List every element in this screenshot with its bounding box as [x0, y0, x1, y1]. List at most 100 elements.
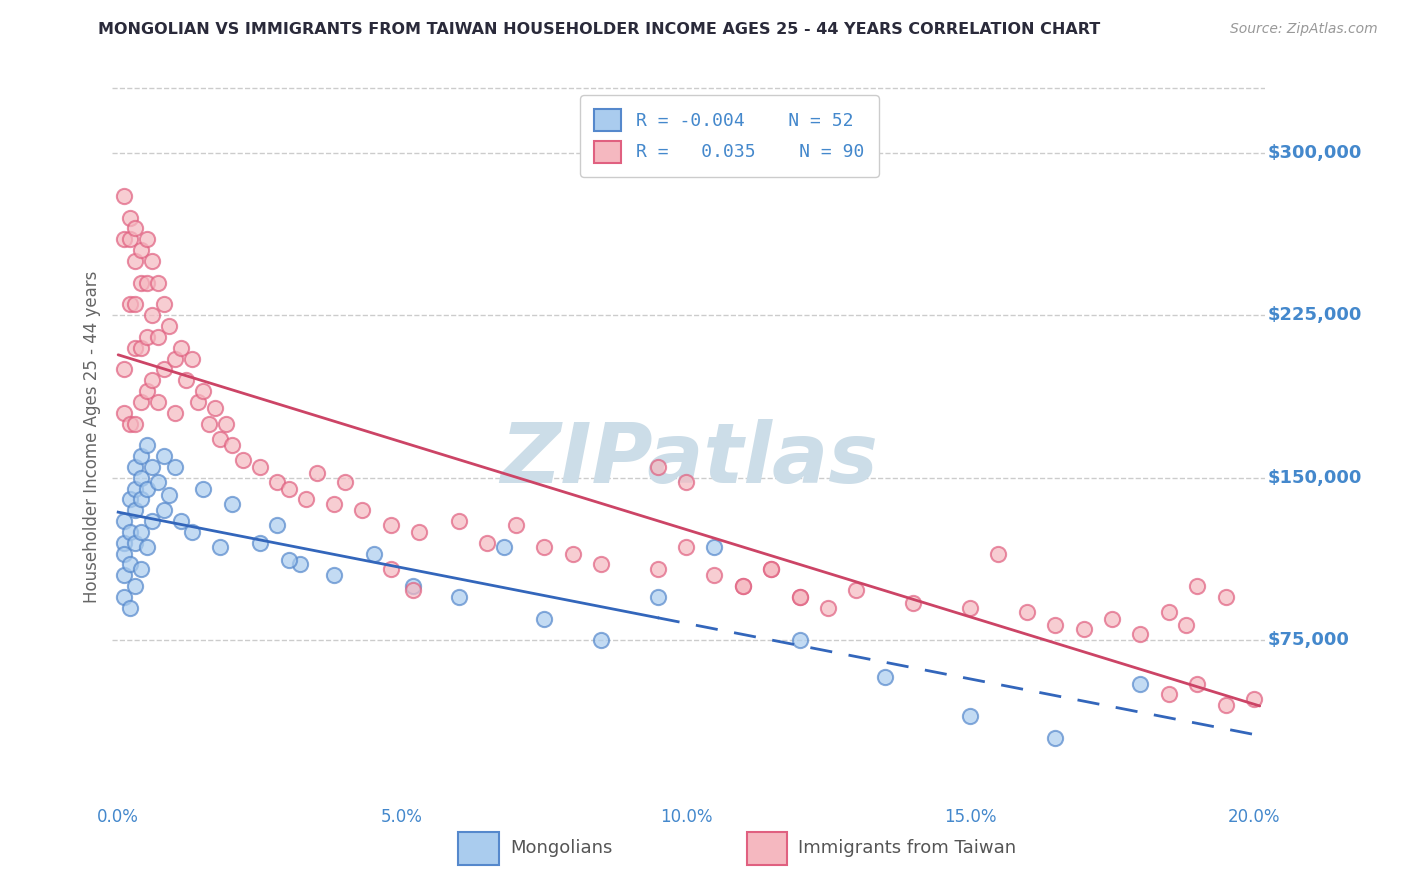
Point: [141, 459, 163, 474]
Point: [1187, 579, 1209, 593]
Point: [112, 514, 135, 528]
Point: [1243, 691, 1265, 706]
Point: [118, 417, 141, 431]
Point: [402, 583, 425, 598]
Point: [169, 341, 191, 355]
Text: MONGOLIAN VS IMMIGRANTS FROM TAIWAN HOUSEHOLDER INCOME AGES 25 - 44 YEARS CORREL: MONGOLIAN VS IMMIGRANTS FROM TAIWAN HOUS…: [98, 22, 1101, 37]
Point: [124, 221, 146, 235]
Point: [163, 459, 186, 474]
Point: [447, 514, 470, 528]
Point: [124, 535, 146, 549]
Point: [118, 492, 141, 507]
Point: [323, 568, 346, 582]
Point: [873, 670, 896, 684]
Point: [675, 540, 697, 554]
Point: [1174, 618, 1197, 632]
Point: [204, 401, 226, 416]
Point: [215, 417, 238, 431]
Point: [221, 438, 243, 452]
Point: [129, 276, 152, 290]
Point: [1101, 611, 1123, 625]
Point: [305, 467, 328, 481]
Legend: R = -0.004    N = 52, R =   0.035    N = 90: R = -0.004 N = 52, R = 0.035 N = 90: [579, 95, 879, 177]
Point: [533, 540, 555, 554]
Point: [533, 611, 555, 625]
Point: [135, 384, 157, 398]
Point: [135, 482, 157, 496]
Point: [703, 568, 725, 582]
Point: [135, 330, 157, 344]
Point: [129, 562, 152, 576]
Point: [959, 709, 981, 723]
Point: [124, 503, 146, 517]
Point: [731, 579, 754, 593]
Point: [146, 395, 169, 409]
Point: [181, 351, 204, 366]
Point: [789, 590, 811, 604]
Point: [129, 395, 152, 409]
Point: [124, 459, 146, 474]
Point: [221, 497, 243, 511]
Point: [505, 518, 527, 533]
Point: [1157, 688, 1180, 702]
Point: [1015, 605, 1038, 619]
Point: [193, 384, 215, 398]
Point: [129, 471, 152, 485]
Point: [135, 232, 157, 246]
Point: [266, 518, 288, 533]
Point: [112, 590, 135, 604]
Point: [146, 475, 169, 489]
Point: [124, 341, 146, 355]
Point: [789, 633, 811, 648]
Point: [129, 341, 152, 355]
Point: [288, 558, 311, 572]
Point: [135, 438, 157, 452]
Point: [1129, 626, 1152, 640]
Point: [761, 562, 783, 576]
Point: [124, 579, 146, 593]
Point: [959, 600, 981, 615]
Point: [731, 579, 754, 593]
Point: [1187, 676, 1209, 690]
Point: [352, 503, 374, 517]
Point: [363, 547, 385, 561]
Point: [561, 547, 583, 561]
Bar: [458, 832, 499, 865]
Point: [589, 558, 612, 572]
Point: [408, 524, 430, 539]
Point: [589, 633, 612, 648]
Point: [118, 232, 141, 246]
Text: Mongolians: Mongolians: [510, 839, 613, 857]
Point: [112, 362, 135, 376]
Y-axis label: Householder Income Ages 25 - 44 years: Householder Income Ages 25 - 44 years: [83, 271, 101, 603]
Point: [129, 524, 152, 539]
Point: [124, 417, 146, 431]
Point: [294, 492, 316, 507]
Point: [477, 535, 499, 549]
Point: [647, 590, 669, 604]
Point: [176, 373, 198, 387]
Point: [277, 553, 299, 567]
Point: [112, 535, 135, 549]
Point: [447, 590, 470, 604]
Point: [647, 562, 669, 576]
Text: Immigrants from Taiwan: Immigrants from Taiwan: [799, 839, 1017, 857]
Point: [169, 514, 191, 528]
Text: $75,000: $75,000: [1268, 632, 1350, 649]
Text: Source: ZipAtlas.com: Source: ZipAtlas.com: [1230, 22, 1378, 37]
Point: [112, 189, 135, 203]
Point: [187, 395, 209, 409]
Point: [903, 596, 925, 610]
Point: [1215, 590, 1237, 604]
Point: [1045, 618, 1067, 632]
Point: [761, 562, 783, 576]
Point: [118, 600, 141, 615]
Point: [152, 362, 174, 376]
Point: [135, 276, 157, 290]
Point: [141, 254, 163, 268]
Point: [112, 406, 135, 420]
Point: [152, 297, 174, 311]
Point: [141, 308, 163, 322]
Text: $225,000: $225,000: [1268, 306, 1362, 324]
Text: $150,000: $150,000: [1268, 468, 1362, 487]
